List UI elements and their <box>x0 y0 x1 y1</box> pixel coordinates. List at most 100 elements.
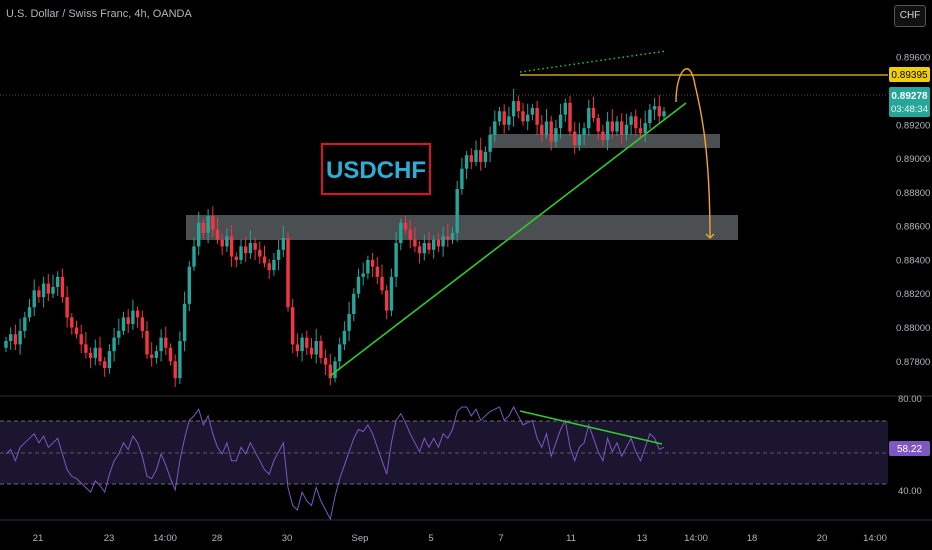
candle-body <box>450 232 455 240</box>
candle <box>488 126 492 163</box>
candle <box>65 286 69 328</box>
candle <box>507 106 511 131</box>
candle <box>323 349 328 375</box>
time-axis-label: 21 <box>33 533 44 544</box>
candle-body <box>361 273 365 277</box>
candle-body <box>464 155 469 169</box>
dotted-top-trendline[interactable] <box>519 50 667 73</box>
candle <box>56 271 60 296</box>
candle-body <box>13 334 18 345</box>
last-price-tag <box>889 87 930 117</box>
candle-body <box>558 114 563 129</box>
candle <box>281 225 285 258</box>
candle <box>582 122 586 146</box>
symbol-label-box <box>321 143 431 195</box>
candle <box>624 113 629 141</box>
candle <box>502 104 506 134</box>
rsi-axis-label-low: 40.00 <box>898 486 922 497</box>
candle <box>309 338 314 359</box>
candle <box>596 113 600 141</box>
candle-body <box>488 134 492 152</box>
price-axis-label: 0.88600 <box>896 222 930 233</box>
candle-body <box>648 109 652 124</box>
candle-body <box>497 111 502 122</box>
candle-body <box>408 229 412 240</box>
candle <box>558 103 563 139</box>
candle <box>648 104 652 129</box>
time-axis-label: 14:00 <box>153 533 177 544</box>
candle <box>314 328 318 364</box>
candle <box>117 318 121 345</box>
candle <box>521 103 525 126</box>
candle-body <box>662 111 666 117</box>
candle <box>272 253 276 276</box>
candle-body <box>215 229 220 240</box>
candle-body <box>178 341 182 379</box>
candle <box>37 286 41 303</box>
candle-body <box>135 310 140 318</box>
candle-body <box>187 266 191 304</box>
candle <box>629 112 633 136</box>
candle <box>211 206 215 237</box>
candle <box>295 333 300 357</box>
price-axis-label: 0.89200 <box>896 120 930 131</box>
time-axis-label: 14:00 <box>684 533 708 544</box>
candle-body <box>65 297 69 318</box>
candle <box>93 339 97 366</box>
candle-body <box>192 246 196 267</box>
candle-body <box>112 337 116 352</box>
candle <box>173 354 177 387</box>
candle-body <box>300 337 304 352</box>
candle <box>98 336 102 366</box>
candle <box>427 232 431 255</box>
candle-body <box>394 243 398 277</box>
symbol-label: USDCHF <box>326 157 426 184</box>
time-axis-label: 30 <box>282 533 293 544</box>
rsi-value-label: 58.22 <box>897 444 922 455</box>
price-axis-label: 0.88800 <box>896 188 930 199</box>
candle-body <box>624 124 629 135</box>
candle <box>526 103 530 131</box>
candle <box>154 345 159 364</box>
candle <box>239 239 243 265</box>
candle <box>84 332 88 359</box>
candle-body <box>253 243 257 250</box>
candle-body <box>370 259 375 267</box>
time-axis-label: Sep <box>352 533 369 544</box>
candle <box>164 326 168 356</box>
rsi-line <box>5 405 665 521</box>
rsi-divergence-line[interactable] <box>519 410 663 445</box>
candle <box>107 344 112 374</box>
candle-body <box>309 347 314 355</box>
candle-body <box>389 276 394 311</box>
ascending-trendline[interactable] <box>329 102 687 377</box>
candle-body <box>479 150 483 162</box>
candle <box>483 146 488 168</box>
candle-body <box>41 283 46 298</box>
candle-body <box>27 307 32 318</box>
candle-body <box>84 344 88 353</box>
candle <box>417 240 422 264</box>
candle <box>197 211 201 256</box>
candle-body <box>281 237 285 250</box>
candle <box>27 298 32 322</box>
forecast-arrow[interactable] <box>675 68 715 239</box>
candle-body <box>474 150 478 162</box>
candle <box>300 333 304 362</box>
candle-body <box>328 364 332 379</box>
candle-body <box>446 236 450 240</box>
candle-body <box>643 123 647 134</box>
candle-body <box>587 107 591 129</box>
candle-body <box>455 188 459 233</box>
candle-body <box>79 334 83 345</box>
candle-body <box>356 276 361 294</box>
candle-body <box>220 239 224 247</box>
currency-button[interactable]: CHF <box>894 5 926 27</box>
candle <box>544 109 549 140</box>
candle-body <box>338 344 342 362</box>
candle <box>610 109 614 139</box>
candle-body <box>342 330 347 345</box>
candle-body <box>544 121 549 135</box>
candle-body <box>323 357 328 365</box>
